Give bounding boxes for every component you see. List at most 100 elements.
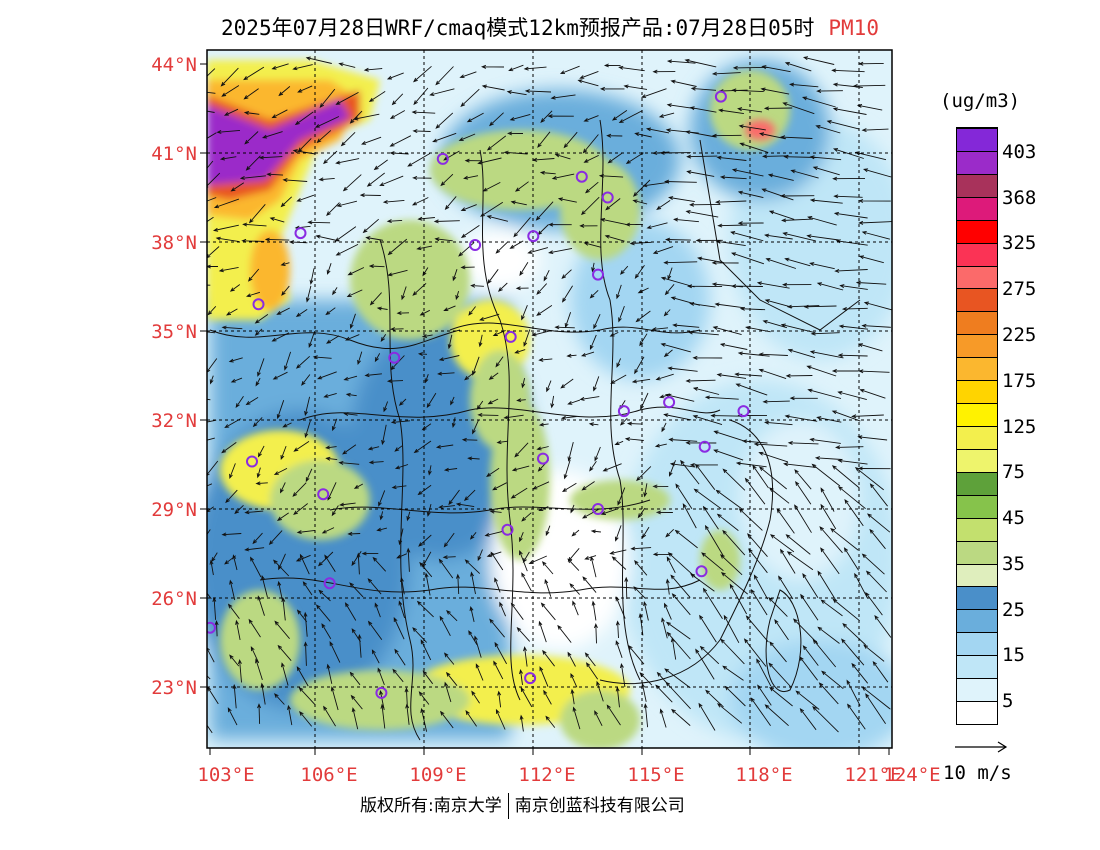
wind-vector: [580, 351, 595, 357]
wind-vector: [465, 710, 477, 727]
wind-vector: [460, 204, 477, 211]
wind-vector: [623, 84, 648, 90]
wind-vector: [521, 572, 532, 592]
wind-vector: [583, 154, 599, 163]
wind-vector: [387, 269, 408, 277]
wind-vector: [277, 644, 292, 661]
wind-vector: [374, 602, 381, 618]
wind-vector: [764, 299, 793, 308]
wind-vector: [748, 548, 768, 574]
wind-vector: [325, 445, 337, 450]
wind-vector: [531, 329, 552, 337]
wind-vector: [854, 151, 887, 161]
station-marker: [504, 330, 517, 343]
wind-vector: [338, 460, 360, 465]
wind-vector: [319, 88, 336, 109]
wind-vector: [458, 133, 476, 141]
lon-label-121: 121°E: [844, 764, 902, 786]
wind-vector: [716, 155, 747, 161]
wind-vector: [665, 578, 670, 595]
wind-vector: [545, 715, 556, 728]
lon-label-106: 106°E: [300, 764, 358, 786]
station-marker: [323, 577, 336, 590]
wind-vector: [514, 349, 526, 354]
wind-vector: [292, 482, 307, 497]
wind-vector: [314, 116, 340, 128]
legend-swatch: [957, 128, 997, 151]
wind-vector: [507, 131, 524, 136]
wind-vector: [753, 442, 788, 447]
wind-vector: [416, 245, 433, 251]
wind-vector: [562, 482, 577, 492]
wind-vector: [528, 555, 547, 564]
wind-vector: [789, 82, 819, 88]
wind-vector: [769, 686, 793, 707]
wind-vector: [413, 65, 432, 83]
station-marker: [246, 455, 258, 468]
wind-vector: [309, 268, 315, 285]
wind-vector: [537, 131, 551, 148]
wind-vector: [394, 648, 406, 666]
wind-vector: [351, 707, 359, 730]
wind-vector: [687, 284, 723, 289]
wind-vector: [323, 705, 336, 727]
wind-vector: [762, 154, 789, 159]
wind-vector: [245, 291, 261, 298]
wind-vector: [540, 602, 556, 621]
legend-label-35: 35: [1002, 553, 1025, 575]
wind-vector: [541, 561, 554, 575]
lon-label-103: 103°E: [197, 764, 255, 786]
wind-vector: [255, 658, 263, 681]
wind-vector: [435, 112, 454, 129]
wind-vector: [738, 124, 766, 131]
wind-vector: [655, 373, 674, 381]
wind-vector: [538, 357, 553, 362]
wind-vector: [557, 197, 577, 203]
wind-vector: [809, 350, 844, 359]
wind-vector: [365, 236, 384, 241]
wind-vector: [527, 247, 549, 254]
wind-vector: [326, 202, 340, 217]
legend-swatch: [957, 471, 997, 495]
wind-vector: [448, 489, 460, 506]
wind-vector: [722, 468, 746, 491]
wind-vector: [856, 104, 883, 111]
wind-vector: [239, 175, 266, 180]
wind-vector: [271, 63, 289, 70]
wind-vector: [718, 108, 744, 115]
wind-vector: [752, 464, 769, 489]
wind-vector: [378, 490, 386, 507]
wind-vector: [542, 649, 555, 667]
wind-vector: [618, 305, 625, 323]
wind-vector: [489, 509, 502, 514]
wind-vector: [418, 534, 432, 547]
wind-vector: [603, 63, 621, 68]
wind-vector: [672, 323, 700, 328]
wind-vector: [551, 173, 575, 180]
wind-vector: [739, 306, 766, 311]
wind-vector: [652, 484, 669, 489]
station-marker: [592, 268, 604, 281]
wind-vector: [369, 292, 382, 306]
wind-vector: [689, 106, 717, 113]
legend-swatch: [957, 242, 997, 266]
wind-vector: [440, 173, 454, 187]
wind-vector: [268, 530, 283, 546]
title-variable: PM10: [828, 16, 879, 40]
wind-vector: [278, 86, 291, 97]
wind-vector: [492, 482, 507, 491]
wind-vector: [756, 281, 790, 289]
lat-label-32: 32°N: [151, 410, 197, 432]
wind-vector: [579, 223, 598, 228]
wind-vector: [229, 654, 240, 667]
station-marker: [436, 152, 449, 165]
legend-label-368: 368: [1002, 187, 1037, 209]
wind-vector: [519, 714, 524, 732]
wind-vector: [794, 504, 812, 533]
wind-vector: [374, 353, 381, 363]
wind-vector: [831, 368, 859, 373]
wind-vector: [618, 110, 643, 124]
wind-vector: [820, 503, 837, 530]
wind-vector: [758, 352, 788, 357]
